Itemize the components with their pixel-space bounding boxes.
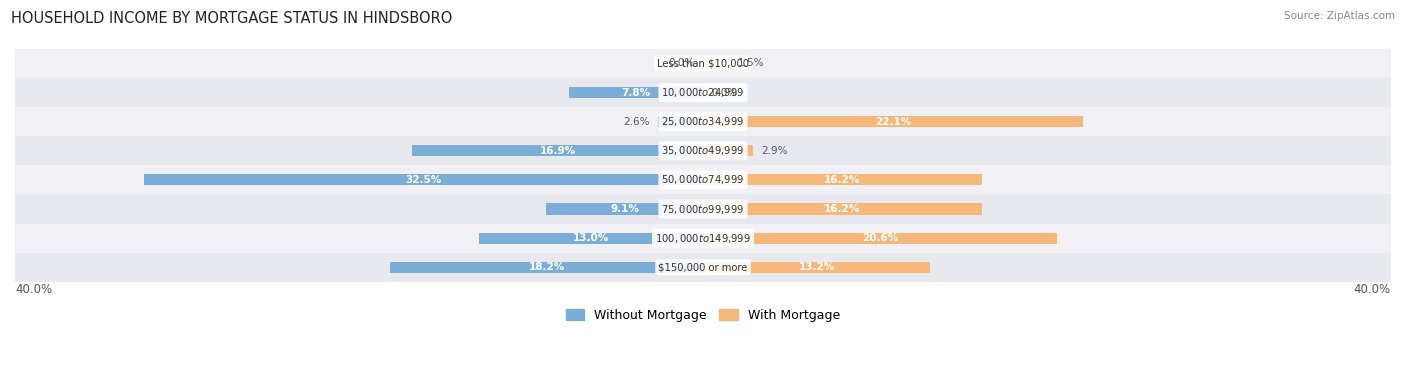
Text: 2.6%: 2.6% [623,117,650,127]
Text: 16.9%: 16.9% [540,146,575,156]
Legend: Without Mortgage, With Mortgage: Without Mortgage, With Mortgage [561,304,845,327]
Bar [143,175,703,185]
Bar [15,166,1391,195]
Text: 32.5%: 32.5% [405,175,441,185]
Text: 20.6%: 20.6% [862,233,898,243]
Bar [15,253,1391,282]
Text: 1.5%: 1.5% [737,58,763,69]
Text: 7.8%: 7.8% [621,87,651,98]
Text: $10,000 to $24,999: $10,000 to $24,999 [661,86,745,99]
Bar [703,175,981,185]
Bar [15,136,1391,166]
Text: 40.0%: 40.0% [15,283,52,296]
Bar [15,224,1391,253]
Text: $75,000 to $99,999: $75,000 to $99,999 [661,202,745,216]
Bar [547,204,703,215]
Text: Less than $10,000: Less than $10,000 [657,58,749,69]
Bar [703,233,1057,244]
Text: 16.2%: 16.2% [824,175,860,185]
Text: $50,000 to $74,999: $50,000 to $74,999 [661,173,745,186]
Bar [479,233,703,244]
Text: 40.0%: 40.0% [1354,283,1391,296]
Text: 16.2%: 16.2% [824,204,860,214]
Text: $150,000 or more: $150,000 or more [658,262,748,272]
Text: $25,000 to $34,999: $25,000 to $34,999 [661,115,745,128]
Text: 0.0%: 0.0% [668,58,695,69]
Text: 22.1%: 22.1% [875,117,911,127]
Bar [658,116,703,127]
Text: 0.0%: 0.0% [711,87,738,98]
Bar [703,58,728,69]
Bar [703,145,752,156]
Text: 18.2%: 18.2% [529,262,565,272]
Text: HOUSEHOLD INCOME BY MORTGAGE STATUS IN HINDSBORO: HOUSEHOLD INCOME BY MORTGAGE STATUS IN H… [11,11,453,26]
Bar [412,145,703,156]
Text: 2.9%: 2.9% [762,146,787,156]
Bar [389,262,703,273]
Text: $100,000 to $149,999: $100,000 to $149,999 [655,231,751,245]
Bar [15,195,1391,224]
Bar [15,49,1391,78]
Bar [703,116,1083,127]
Text: 13.2%: 13.2% [799,262,835,272]
Bar [15,78,1391,107]
Text: 13.0%: 13.0% [574,233,609,243]
Bar [569,87,703,98]
Bar [703,204,981,215]
Text: 9.1%: 9.1% [610,204,640,214]
Text: $35,000 to $49,999: $35,000 to $49,999 [661,144,745,157]
Bar [15,107,1391,136]
Text: Source: ZipAtlas.com: Source: ZipAtlas.com [1284,11,1395,21]
Bar [703,262,929,273]
